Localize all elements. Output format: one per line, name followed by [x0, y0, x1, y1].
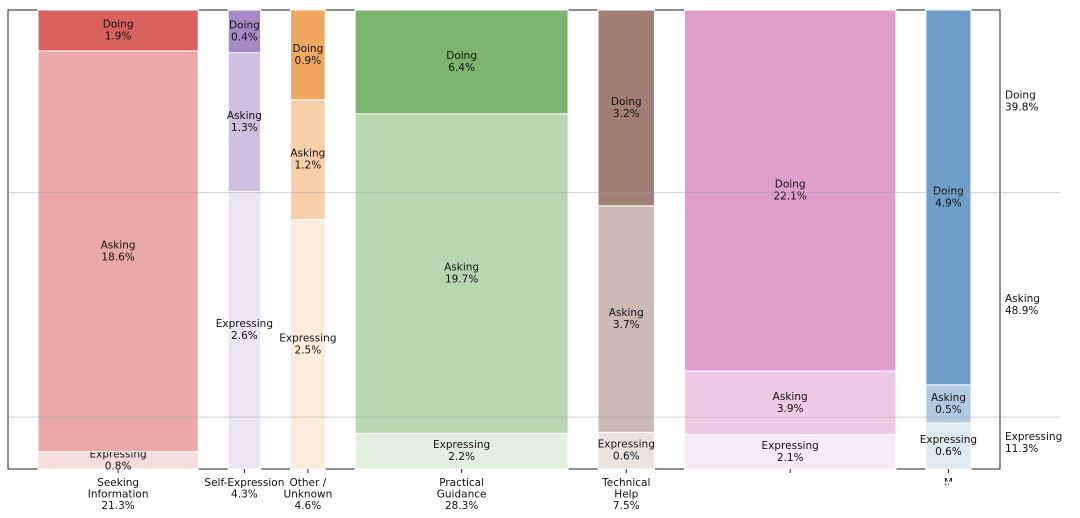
segment-value: 0.9% — [295, 55, 322, 67]
category-name: M — [944, 477, 953, 489]
segment-label: Doing — [446, 50, 477, 62]
segment-expressing — [925, 422, 972, 470]
segment-doing — [925, 9, 972, 386]
segment-label: Asking — [227, 110, 262, 122]
segment-label: Doing — [103, 18, 134, 30]
segment-value: 1.9% — [105, 30, 132, 42]
segment-value: 2.2% — [448, 451, 475, 463]
category-name: Help — [614, 489, 638, 501]
segment-value: 0.8% — [105, 460, 132, 472]
segment-value: 0.5% — [935, 404, 962, 416]
segment-asking — [37, 50, 199, 453]
category-name: Technical — [601, 477, 650, 489]
segment-label: Asking — [444, 262, 479, 274]
segment-value: 0.6% — [935, 446, 962, 458]
segment-doing — [597, 9, 655, 207]
segment-doing — [354, 9, 569, 115]
segment-doing — [227, 9, 262, 54]
segment-label: Doing — [775, 178, 806, 190]
level-total-value: 48.9% — [1005, 305, 1038, 317]
segment-value: 22.1% — [773, 190, 806, 202]
level-total-name: Asking — [1005, 293, 1040, 305]
segment-doing — [683, 9, 897, 372]
category-share: 21.3% — [101, 500, 134, 512]
segment-asking — [683, 370, 897, 436]
segment-label: Asking — [101, 239, 136, 251]
category-share: 28.3% — [445, 500, 478, 512]
segment-value: 0.6% — [613, 451, 640, 463]
segment-label: Expressing — [216, 318, 273, 330]
segment-expressing — [354, 432, 569, 470]
category-name: Guidance — [437, 489, 487, 501]
segment-expressing — [597, 431, 655, 470]
category-name: Other / — [290, 477, 327, 489]
category-name: Self-Expression — [204, 477, 284, 489]
segment-asking — [925, 384, 972, 424]
segment-value: 4.9% — [935, 197, 962, 209]
segment-label: Doing — [933, 185, 964, 197]
bars-group: Expressing0.8%Asking18.6%Doing1.9%Expres… — [37, 9, 977, 472]
segment-asking — [354, 113, 569, 434]
level-dividers — [8, 192, 1060, 418]
segment-asking — [290, 99, 326, 221]
segment-value: 1.2% — [295, 160, 322, 172]
category-labels: SeekingInformation21.3%Self-Expression4.… — [88, 469, 953, 512]
segment-value: 18.6% — [101, 251, 134, 263]
segment-expressing — [683, 434, 897, 470]
segment-label: Asking — [773, 391, 808, 403]
category-share: 4.3% — [231, 489, 258, 501]
segment-value: 3.2% — [613, 108, 640, 120]
segment-doing — [37, 9, 199, 52]
segment-label: Doing — [229, 19, 260, 31]
segment-label: Expressing — [920, 434, 977, 446]
segment-value: 2.6% — [231, 330, 258, 342]
segment-label: Asking — [609, 307, 644, 319]
segment-value: 2.1% — [777, 452, 804, 464]
segment-label: Expressing — [598, 439, 655, 451]
category-name: Practical — [439, 477, 484, 489]
segment-label: Expressing — [433, 439, 490, 451]
category-name: Information — [88, 489, 149, 501]
segment-label: Doing — [293, 43, 324, 55]
segment-value: 0.4% — [231, 31, 258, 43]
segment-value: 19.7% — [445, 274, 478, 286]
level-total-name: Doing — [1005, 89, 1036, 101]
segment-label: Asking — [290, 148, 325, 160]
segment-expressing — [227, 190, 262, 470]
watermark: 掘金技术社区 @ 稀土掘金GitHub — [740, 479, 1052, 503]
segment-asking — [597, 205, 655, 433]
segment-value: 6.4% — [448, 62, 475, 74]
segment-value: 1.3% — [231, 122, 258, 134]
segment-label: Expressing — [762, 440, 819, 452]
category-name: Unknown — [284, 489, 333, 501]
level-total-value: 11.3% — [1005, 443, 1038, 455]
category-share: 7.5% — [613, 500, 640, 512]
segment-label: Doing — [611, 96, 642, 108]
segment-label: Asking — [931, 392, 966, 404]
segment-value: 3.9% — [777, 403, 804, 415]
segment-label: Expressing — [279, 332, 336, 344]
segment-value: 2.5% — [295, 344, 322, 356]
level-total-name: Expressing — [1005, 431, 1062, 443]
segment-asking — [227, 52, 262, 192]
level-total-value: 39.8% — [1005, 101, 1038, 113]
segment-value: 3.7% — [613, 319, 640, 331]
category-share: 4.6% — [295, 500, 322, 512]
segment-doing — [290, 9, 326, 101]
category-name: Seeking — [97, 477, 139, 489]
